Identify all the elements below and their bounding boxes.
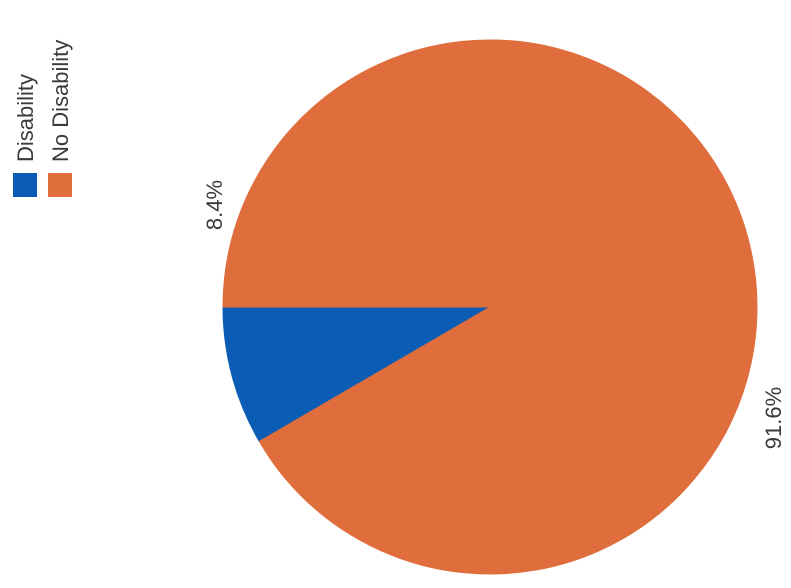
data-label-disability: 8.4% [202, 180, 227, 230]
pie-slice-disability [222, 306, 492, 443]
pie-slice-no-disability [222, 39, 758, 575]
legend: Disability No Disability [13, 40, 73, 197]
legend-swatch-disability [13, 173, 37, 197]
data-label-no-disability: 91.6% [761, 387, 786, 449]
pie-slices [222, 39, 758, 575]
legend-label-no-disability: No Disability [48, 40, 73, 162]
legend-swatch-no-disability [48, 173, 72, 197]
legend-label-disability: Disability [13, 74, 38, 162]
